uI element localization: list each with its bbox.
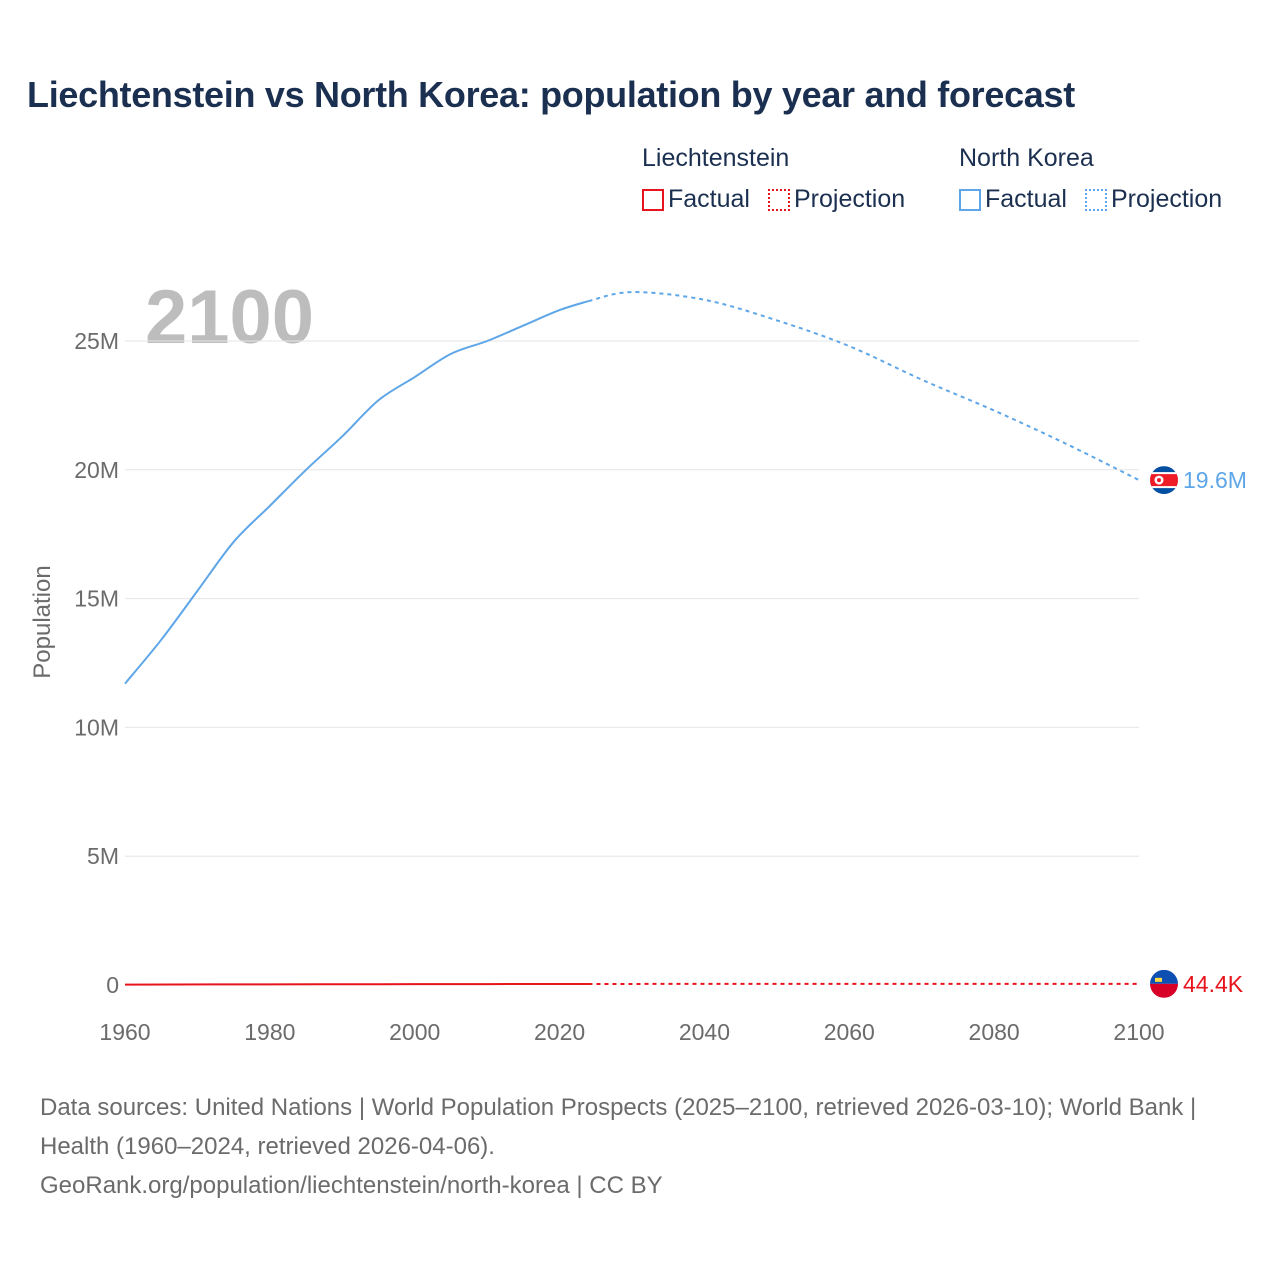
source-link[interactable]: GeoRank.org/population/liechtenstein/nor… [40,1172,663,1199]
x-tick-label: 2060 [824,1019,875,1045]
flag-red [1150,983,1178,998]
y-tick-label: 25M [74,328,119,354]
year-watermark: 2100 [145,275,314,360]
solid-swatch-icon [642,188,664,211]
legend-label: Projection [793,185,906,213]
x-tick-label: 1980 [244,1019,295,1045]
legend-liechtenstein-factual[interactable]: Factual [642,185,750,214]
liechtenstein-end-label: 44.4K [1183,971,1244,997]
liechtenstein-flag-icon [1150,969,1178,998]
y-tick-label: 20M [74,457,119,483]
dotted-swatch-icon [767,188,790,211]
flag-body [1150,969,1178,998]
y-tick-label: 0 [106,972,119,998]
x-tick-label: 1960 [99,1019,150,1045]
dotted-swatch-icon [1084,188,1107,211]
data-sources: Data sources: United Nations | World Pop… [40,1094,1197,1160]
flag-blue [1150,969,1178,984]
legend-label: Factual [985,185,1067,213]
legend-north-korea: North Korea Factual Projection [959,144,1234,214]
y-axis-label: Population [29,565,56,678]
legend-north-korea-factual[interactable]: Factual [959,185,1067,214]
crown-icon [1155,977,1162,982]
y-tick-label: 10M [74,714,119,740]
star-icon [1157,478,1161,483]
x-tick-label: 2080 [969,1019,1020,1045]
legend-liechtenstein: Liechtenstein Factual Projection [642,144,917,214]
liechtenstein-factual-line [124,982,589,986]
x-tick-label: 2100 [1113,1019,1164,1045]
y-tick-label: 5M [87,843,119,869]
legend-group-title: Liechtenstein [642,144,790,172]
x-tick-label: 2020 [534,1019,585,1045]
flag-red [1150,474,1178,487]
x-tick-label: 2040 [679,1019,730,1045]
north-korea-projection-line [588,291,1140,481]
line-chart: 2100 Population 0 5M 10M 15M 20M 25M 1960 1980 2… [29,275,1247,1045]
footer: Data sources: United Nations | World Pop… [40,1088,1240,1205]
legend-north-korea-projection[interactable]: Projection [1084,185,1223,214]
north-korea-flag-icon [1150,466,1178,495]
flag-body [1150,466,1178,495]
legend-label: Projection [1110,185,1223,213]
legend-liechtenstein-projection[interactable]: Projection [767,185,906,214]
chart-title: Liechtenstein vs North Korea: population… [27,74,1075,115]
y-tick-label: 15M [74,586,119,612]
legend-label: Factual [668,185,750,213]
legend-group-title: North Korea [959,144,1094,172]
solid-swatch-icon [959,188,981,211]
x-tick-label: 2000 [389,1019,440,1045]
north-korea-end-label: 19.6M [1183,467,1247,493]
north-korea-factual-line [124,300,589,685]
